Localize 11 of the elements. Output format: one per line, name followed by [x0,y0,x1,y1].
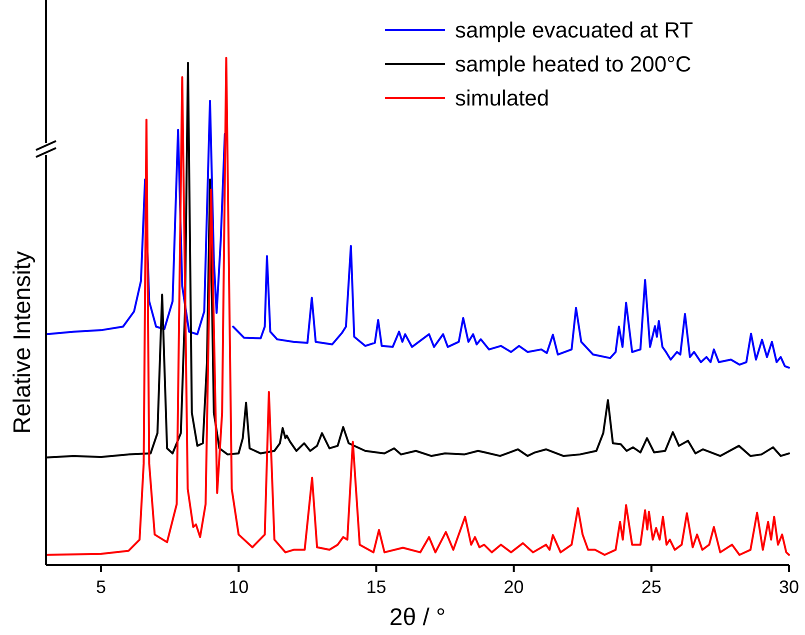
x-tick-label: 25 [641,577,662,597]
x-tick-label: 30 [778,577,800,597]
x-tick-label: 20 [504,577,524,597]
x-axis-title: 2θ / ° [389,604,446,631]
legend-label: sample evacuated at RT [455,18,694,43]
y-axis-title: Relative Intensity [9,251,36,434]
legend-label: simulated [455,86,550,111]
x-tick-label: 15 [366,577,386,597]
x-tick-label: 10 [228,577,249,597]
x-tick-label: 5 [96,577,106,597]
legend-label: sample heated to 200°C [455,52,692,77]
